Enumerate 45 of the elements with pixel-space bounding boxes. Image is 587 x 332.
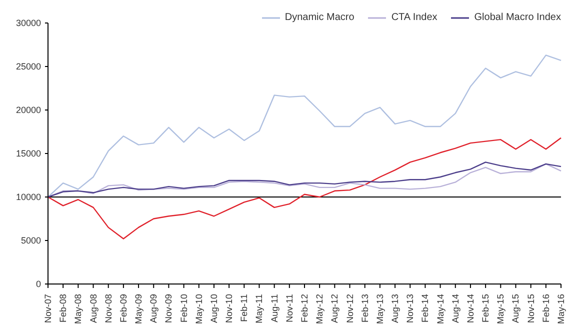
x-tick-label: Aug-13 xyxy=(390,294,400,324)
x-tick-label: May-09 xyxy=(134,294,144,324)
legend-label: CTA Index xyxy=(391,12,438,23)
x-tick-label: Nov-07 xyxy=(43,294,53,324)
y-tick-label: 5000 xyxy=(20,236,41,246)
y-tick-label: 30000 xyxy=(16,18,41,28)
x-tick-label: Aug-12 xyxy=(330,294,340,324)
x-tick-label: Aug-09 xyxy=(148,294,159,324)
x-tick-label: Nov-14 xyxy=(465,294,476,324)
legend-label: Global Macro Index xyxy=(474,12,561,23)
x-tick-label: Aug-11 xyxy=(269,294,280,322)
x-tick-label: Aug-15 xyxy=(510,294,521,324)
x-tick-label: May-11 xyxy=(254,294,264,324)
x-tick-label: Feb-09 xyxy=(118,294,128,323)
x-tick-label: Nov-13 xyxy=(405,294,416,324)
x-tick-label: Aug-14 xyxy=(450,294,460,324)
y-tick-label: 25000 xyxy=(16,62,41,72)
x-tick-label: May-14 xyxy=(435,294,446,324)
y-tick-label: 10000 xyxy=(16,192,41,202)
x-tick-label: Nov-10 xyxy=(224,294,234,324)
x-tick-label: Feb-13 xyxy=(360,294,370,323)
x-tick-label: May-08 xyxy=(73,294,84,324)
x-tick-label: Feb-14 xyxy=(420,294,430,323)
x-tick-label: May-12 xyxy=(314,294,325,324)
x-tick-label: Nov-09 xyxy=(164,294,174,324)
y-tick-label: 0 xyxy=(36,279,41,289)
x-tick-label: May-16 xyxy=(556,294,566,324)
x-tick-label: Nov-12 xyxy=(344,294,355,324)
x-tick-label: Feb-10 xyxy=(178,294,189,323)
x-tick-label: Feb-12 xyxy=(300,294,310,323)
y-tick-label: 20000 xyxy=(16,105,41,115)
x-tick-label: Feb-08 xyxy=(58,294,68,323)
x-tick-label: May-15 xyxy=(496,294,506,324)
x-tick-label: May-10 xyxy=(194,294,204,324)
x-tick-label: Aug-10 xyxy=(208,294,219,324)
x-tick-label: Nov-08 xyxy=(103,294,114,324)
x-tick-label: Feb-16 xyxy=(540,294,551,323)
x-tick-label: Aug-08 xyxy=(88,294,98,324)
legend-label: Dynamic Macro xyxy=(284,12,354,23)
x-tick-label: Nov-11 xyxy=(284,294,294,322)
x-tick-label: Feb-15 xyxy=(480,294,491,323)
x-tick-label: Nov-15 xyxy=(526,294,536,324)
y-tick-label: 15000 xyxy=(16,148,41,158)
x-tick-label: Feb-11 xyxy=(239,294,250,322)
x-tick-label: May-13 xyxy=(374,294,385,324)
